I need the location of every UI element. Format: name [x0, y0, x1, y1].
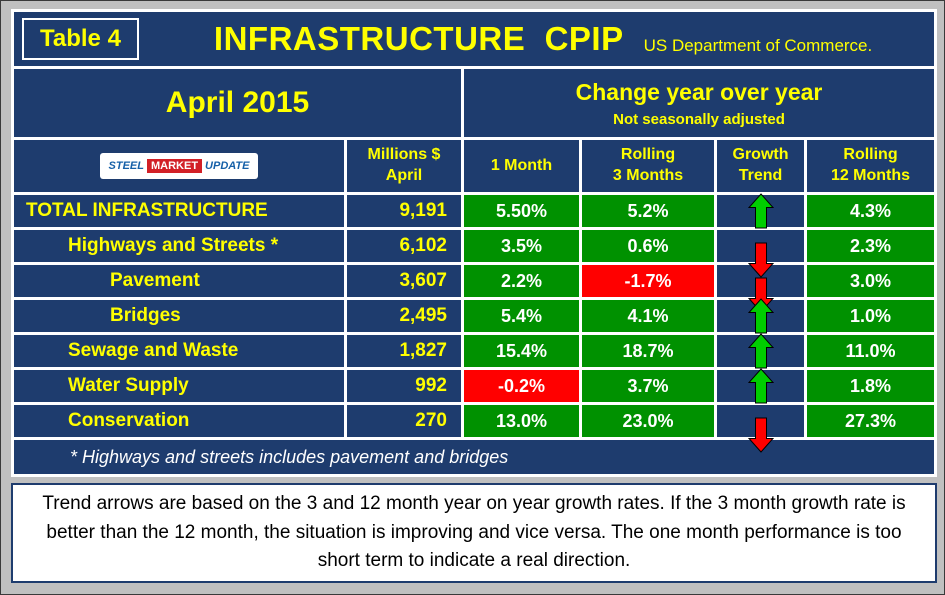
trend-down-arrow-icon: [747, 242, 774, 278]
logo-cell: STEEL MARKET UPDATE: [14, 140, 344, 192]
row-rolling12-cell: 3.0%: [807, 265, 934, 297]
change-header: Change year over year Not seasonally adj…: [464, 69, 934, 137]
row-millions-cell: 3,607: [347, 265, 461, 297]
col-header-rolling3-line1: Rolling: [620, 146, 676, 164]
col-header-growth-line2: Trend: [738, 167, 783, 184]
row-rolling3-cell: 18.7%: [582, 335, 714, 367]
row-category-cell: Conservation: [14, 405, 344, 437]
agency-label: US Department of Commerce.: [643, 36, 873, 55]
col-header-growth-line1: Growth: [732, 146, 789, 164]
col-header-millions-line2: April: [385, 167, 423, 184]
col-header-rolling12-line1: Rolling: [843, 146, 898, 164]
footnote: * Highways and streets includes pavement…: [14, 440, 934, 474]
row-category-cell: Water Supply: [14, 370, 344, 402]
row-rolling3-cell: 5.2%: [582, 195, 714, 227]
row-trend-cell: [717, 193, 804, 229]
col-header-rolling3-line2: 3 Months: [612, 167, 684, 184]
row-1month-cell: 13.0%: [464, 405, 579, 437]
row-trend-cell: [717, 230, 804, 278]
row-category-cell: TOTAL INFRASTRUCTURE: [14, 195, 344, 227]
row-rolling12-cell: 2.3%: [807, 230, 934, 262]
trend-down-arrow-icon: [747, 277, 774, 313]
col-header-millions-line1: Millions $: [367, 146, 441, 164]
row-rolling3-cell: 23.0%: [582, 405, 714, 437]
row-rolling3-cell: -1.7%: [582, 265, 714, 297]
row-1month-cell: 5.4%: [464, 300, 579, 332]
col-header-rolling-12-months: Rolling 12 Months: [807, 140, 934, 192]
change-note: Not seasonally adjusted: [613, 110, 785, 128]
trend-up-arrow-icon: [747, 333, 774, 369]
row-millions-cell: 6,102: [347, 230, 461, 262]
row-millions-cell: 1,827: [347, 335, 461, 367]
row-trend-cell: [717, 333, 804, 369]
row-trend-cell: [717, 298, 804, 334]
page-title: INFRASTRUCTURE CPIP: [213, 20, 624, 57]
row-rolling12-cell: 1.0%: [807, 300, 934, 332]
row-1month-cell: 2.2%: [464, 265, 579, 297]
row-millions-cell: 992: [347, 370, 461, 402]
row-category-cell: Sewage and Waste: [14, 335, 344, 367]
infrastructure-table: Table 4 INFRASTRUCTURE CPIP US Departmen…: [11, 9, 937, 477]
col-header-growth-trend: Growth Trend: [717, 140, 804, 192]
row-millions-cell: 9,191: [347, 195, 461, 227]
title-row: Table 4 INFRASTRUCTURE CPIP US Departmen…: [14, 12, 934, 66]
row-trend-cell: [717, 405, 804, 453]
change-title: Change year over year: [575, 78, 823, 105]
row-category-cell: Highways and Streets *: [14, 230, 344, 262]
row-rolling3-cell: 4.1%: [582, 300, 714, 332]
logo-word-steel: STEEL: [108, 160, 144, 172]
col-header-millions: Millions $ April: [347, 140, 461, 192]
row-category-cell: Pavement: [14, 265, 344, 297]
col-header-rolling-3-months: Rolling 3 Months: [582, 140, 714, 192]
row-category-cell: Bridges: [14, 300, 344, 332]
row-rolling12-cell: 11.0%: [807, 335, 934, 367]
period-header: April 2015: [14, 69, 461, 137]
row-rolling12-cell: 1.8%: [807, 370, 934, 402]
col-header-1month: 1 Month: [464, 140, 579, 192]
logo-word-update: UPDATE: [205, 160, 250, 172]
row-millions-cell: 270: [347, 405, 461, 437]
row-rolling12-cell: 27.3%: [807, 405, 934, 437]
row-1month-cell: -0.2%: [464, 370, 579, 402]
row-rolling12-cell: 4.3%: [807, 195, 934, 227]
disclaimer-panel: Trend arrows are based on the 3 and 12 m…: [11, 483, 937, 583]
trend-up-arrow-icon: [747, 368, 774, 404]
table-label: Table 4: [22, 18, 139, 60]
col-header-1month-label: 1 Month: [490, 156, 553, 174]
row-1month-cell: 15.4%: [464, 335, 579, 367]
trend-up-arrow-icon: [747, 298, 774, 334]
row-rolling3-cell: 3.7%: [582, 370, 714, 402]
trend-up-arrow-icon: [747, 193, 774, 229]
col-header-rolling12-line2: 12 Months: [830, 167, 911, 184]
row-trend-cell: [717, 368, 804, 404]
steel-market-update-logo: STEEL MARKET UPDATE: [99, 153, 259, 179]
row-1month-cell: 5.50%: [464, 195, 579, 227]
logo-word-market: MARKET: [146, 159, 203, 173]
row-millions-cell: 2,495: [347, 300, 461, 332]
row-rolling3-cell: 0.6%: [582, 230, 714, 262]
row-1month-cell: 3.5%: [464, 230, 579, 262]
trend-down-arrow-icon: [747, 417, 774, 453]
